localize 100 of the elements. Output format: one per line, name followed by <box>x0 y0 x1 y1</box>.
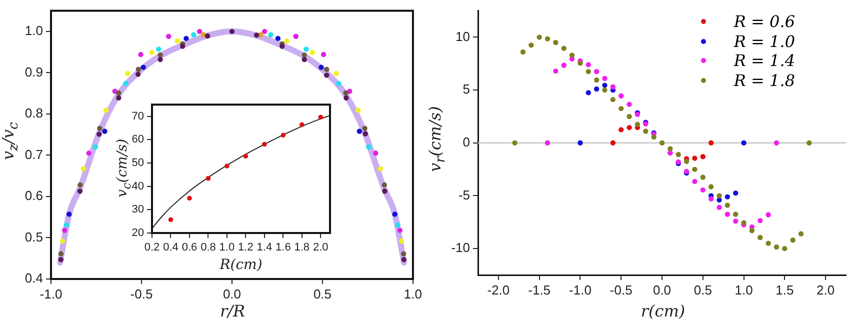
y-tick-label: 30 <box>132 204 144 216</box>
point <box>758 218 763 224</box>
point <box>774 244 780 250</box>
point <box>782 246 788 252</box>
x-tick-label: 1.0 <box>404 286 422 302</box>
point <box>724 212 730 217</box>
y-tick-label: 0 <box>462 134 470 150</box>
y-tick-label: 5 <box>462 82 470 97</box>
point <box>561 62 566 68</box>
x-tick-label: -1.0 <box>40 286 62 302</box>
point <box>123 80 128 86</box>
x-axis-title: r(cm) <box>640 302 686 320</box>
point <box>58 251 64 256</box>
point <box>626 102 632 107</box>
point <box>206 176 211 181</box>
point <box>268 32 274 38</box>
point <box>78 182 83 188</box>
point <box>196 28 202 34</box>
point <box>610 84 616 90</box>
x-tick-label: -1.0 <box>569 282 592 298</box>
point <box>733 218 738 224</box>
point <box>610 96 616 102</box>
point <box>594 68 600 74</box>
point <box>741 140 746 146</box>
point <box>135 72 141 77</box>
point <box>553 68 558 74</box>
x-tick-label: 1.0 <box>219 242 235 254</box>
point <box>806 140 812 146</box>
point <box>116 90 122 96</box>
point <box>512 140 518 146</box>
point <box>766 212 771 218</box>
point <box>724 202 730 208</box>
x-tick-label: 1.2 <box>238 242 254 254</box>
point <box>140 64 146 70</box>
point <box>708 140 714 146</box>
point <box>700 154 706 160</box>
point <box>149 50 154 56</box>
point <box>586 62 591 68</box>
y-tick-label: 0.5 <box>24 229 43 244</box>
x-axis-title: r/R <box>220 302 246 320</box>
point <box>158 56 163 62</box>
point <box>692 178 698 184</box>
point <box>168 217 174 222</box>
point <box>553 40 558 46</box>
point <box>724 194 730 200</box>
point <box>634 122 640 128</box>
point <box>373 150 378 156</box>
y-tick-label: 40 <box>132 180 144 192</box>
point <box>716 204 722 210</box>
point <box>378 166 383 172</box>
point <box>284 38 290 44</box>
legend-label: R = 1.0 <box>734 32 795 51</box>
point <box>392 212 398 217</box>
y-tick-label: -10 <box>451 240 470 256</box>
point <box>138 52 144 58</box>
point <box>102 128 108 134</box>
point <box>103 108 109 113</box>
point <box>92 144 98 150</box>
y-tick-label: 60 <box>132 134 144 146</box>
point <box>96 132 102 137</box>
point <box>395 222 400 228</box>
point <box>520 49 526 55</box>
point <box>766 240 771 246</box>
point <box>80 166 86 172</box>
point <box>668 146 673 152</box>
point <box>790 238 796 243</box>
y-tick-label: 0.9 <box>24 64 43 80</box>
x-tick-label: 0.5 <box>313 286 332 302</box>
point <box>397 228 403 233</box>
point <box>136 66 142 72</box>
point <box>302 56 307 62</box>
point <box>578 60 583 66</box>
point <box>334 70 339 76</box>
point <box>275 36 281 42</box>
y-tick-label: 0.7 <box>24 146 43 162</box>
point <box>156 46 162 52</box>
point <box>586 90 591 96</box>
point <box>544 36 550 42</box>
point <box>586 68 591 74</box>
x-tick-label: 2.0 <box>312 242 328 254</box>
point <box>64 222 70 228</box>
point <box>362 131 368 136</box>
point <box>243 154 248 159</box>
x-tick-label: 2.0 <box>816 282 835 298</box>
point <box>618 93 624 98</box>
point <box>749 228 755 234</box>
point <box>684 158 690 164</box>
x-tick-label: 1.4 <box>256 242 272 254</box>
x-tick-label: 0.0 <box>652 282 672 298</box>
x-tick-label: 0.5 <box>694 282 712 298</box>
y-tick-label: -5 <box>458 187 470 202</box>
point <box>561 46 566 51</box>
point <box>324 72 330 78</box>
x-tick-label: -0.5 <box>130 286 153 302</box>
point <box>62 228 68 233</box>
y-tick-label: 70 <box>132 110 144 122</box>
point <box>626 114 632 120</box>
point <box>262 28 268 34</box>
point <box>204 33 210 39</box>
x-tick-label: 1.5 <box>776 282 794 298</box>
